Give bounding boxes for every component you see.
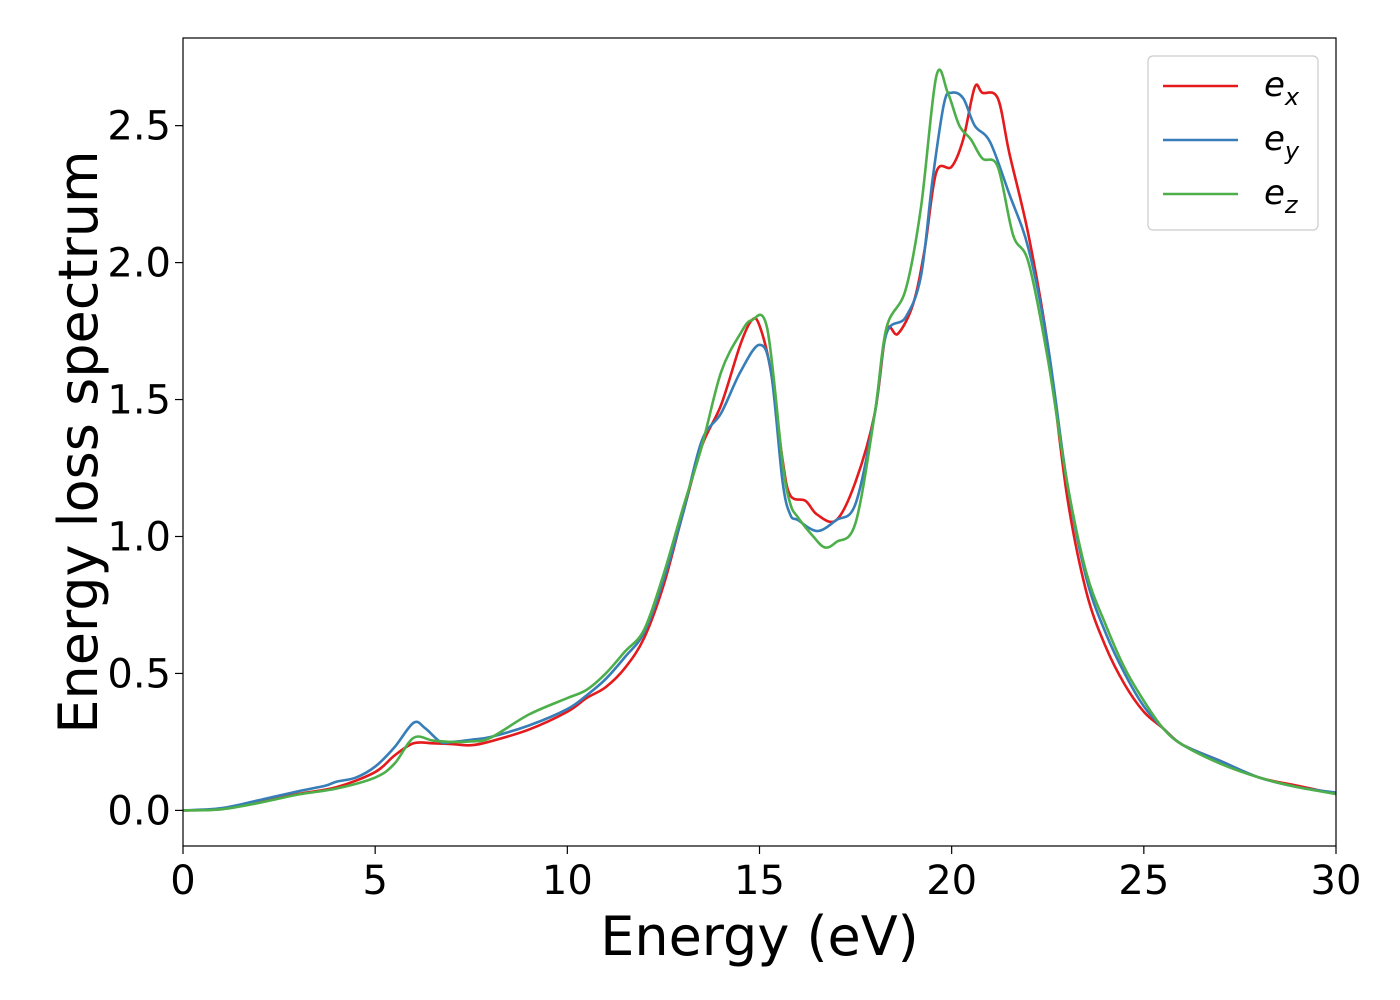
x-tick-label: 20 (926, 858, 977, 904)
y-tick-label: 1.0 (107, 514, 171, 560)
x-tick-label: 0 (170, 858, 195, 904)
x-axis-ticks: 0 5 10 15 20 25 30 (170, 846, 1361, 904)
x-tick-label: 5 (362, 858, 387, 904)
series-line-e_x (182, 83, 1337, 812)
y-axis-title: Energy loss spectrum (47, 150, 110, 733)
x-tick-label: 30 (1311, 858, 1362, 904)
y-tick-label: 0.0 (107, 788, 171, 834)
series-line-e_z (182, 68, 1337, 812)
y-tick-label: 0.5 (107, 651, 171, 697)
y-tick-label: 1.5 (107, 378, 171, 424)
legend-label-e_y: ey (1264, 119, 1300, 165)
x-axis-title: Energy (eV) (600, 905, 919, 968)
x-tick-label: 25 (1118, 858, 1169, 904)
legend: ex ey ez (1147, 55, 1319, 231)
plot-area (182, 68, 1337, 812)
x-tick-label: 15 (734, 858, 785, 904)
y-tick-label: 2.5 (107, 104, 171, 150)
y-axis-ticks: 0.0 0.5 1.0 1.5 2.0 2.5 (107, 104, 183, 834)
legend-label-e_z: ez (1264, 173, 1299, 219)
legend-box (1147, 55, 1319, 231)
y-tick-label: 2.0 (107, 241, 171, 287)
legend-label-e_x: ex (1264, 65, 1300, 111)
x-tick-label: 10 (542, 858, 593, 904)
